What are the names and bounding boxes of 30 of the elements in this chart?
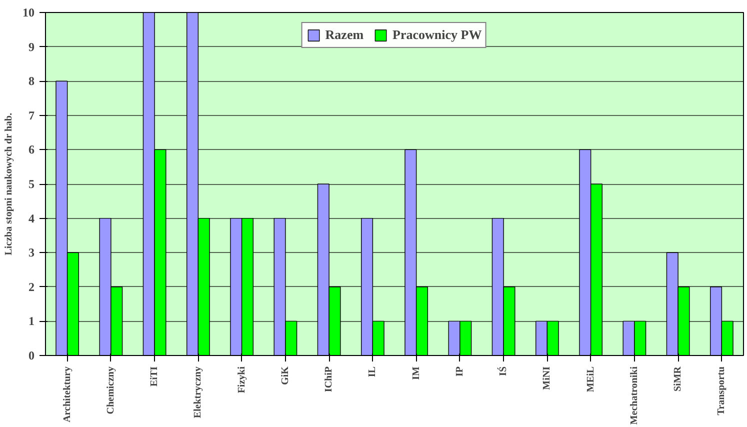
y-tick-label: 3 [28, 246, 34, 260]
x-tick-label: Chemiczny [105, 366, 116, 414]
y-tick-label: 6 [28, 142, 34, 157]
y-tick-label: 1 [28, 314, 34, 328]
x-tick-label: IP [454, 366, 466, 376]
x-tick-label: MEiL [585, 366, 596, 392]
y-tick-label: 5 [28, 177, 34, 191]
y-tick-label: 7 [28, 108, 34, 122]
x-tick-label: Architektury [62, 366, 73, 422]
y-axis-title: Liczba stopni naukowych dr hab. [4, 112, 14, 256]
y-tick-label: 10 [22, 6, 34, 20]
x-tick-label: IM [410, 366, 422, 380]
x-tick-label: IL [367, 366, 378, 378]
x-tick-label: Elektryczny [192, 366, 204, 418]
x-tick-label: Mechatroniki [628, 366, 640, 425]
legend-label: Razem [325, 27, 364, 43]
x-tick-label: IChiP [324, 366, 335, 392]
y-tick-label: 4 [28, 211, 34, 226]
y-tick-label: 2 [28, 280, 34, 294]
x-tick-label: SiMR [672, 366, 684, 392]
y-tick-label: 0 [28, 348, 34, 362]
x-tick-label: IŚ [497, 366, 510, 376]
x-tick-label: MiNI [542, 366, 553, 390]
y-tick-label: 9 [28, 40, 34, 54]
y-tick-label: 8 [28, 74, 34, 88]
x-tick-label: Transportu [716, 366, 728, 416]
x-tick-label: GiK [280, 366, 291, 385]
x-tick-label: Fizyki [236, 366, 248, 394]
legend-label: Pracownicy PW [392, 27, 482, 43]
x-tick-label: EiTI [149, 366, 160, 387]
